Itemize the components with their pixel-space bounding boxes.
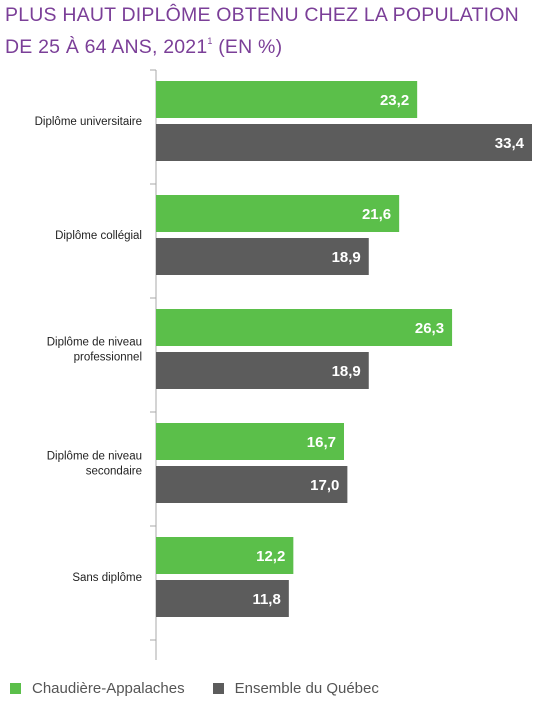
- category-label: Diplôme collégial: [55, 230, 142, 242]
- category-label: Diplôme de niveau: [47, 337, 142, 349]
- chart-title: PLUS HAUT DIPLÔME OBTENU CHEZ LA POPULAT…: [5, 2, 525, 60]
- bar-quebec: [156, 580, 289, 617]
- legend-label-quebec: Ensemble du Québec: [234, 680, 379, 697]
- category-label: secondaire: [86, 466, 142, 478]
- bar-quebec: [156, 466, 348, 503]
- bar-quebec: [156, 238, 369, 275]
- category-label: Diplôme de niveau: [47, 451, 142, 463]
- bar-value-label: 23,2: [380, 92, 409, 109]
- bar-quebec: [156, 124, 532, 161]
- bar-value-label: 26,3: [415, 320, 444, 337]
- bar-value-label: 33,4: [495, 135, 525, 152]
- bar-value-label: 11,8: [252, 591, 280, 608]
- category-label: Sans diplôme: [72, 572, 142, 584]
- legend-swatch-quebec: [212, 683, 224, 694]
- bar-quebec: [156, 352, 369, 389]
- bar-chart: 23,2 33,4 Diplôme universitaire 21,6 18,9 Dip…: [35, 69, 532, 660]
- legend-item-quebec: Ensemble du Québec: [212, 680, 379, 697]
- bar-value-label: 21,6: [362, 206, 391, 223]
- legend-item-chaudiere: Chaudière-Appalaches: [10, 680, 185, 697]
- legend-label-chaudiere: Chaudière-Appalaches: [32, 680, 185, 697]
- category-label: Diplôme universitaire: [35, 116, 142, 128]
- bar-value-label: 12,2: [256, 548, 285, 565]
- chart-title-main: PLUS HAUT DIPLÔME OBTENU CHEZ LA POPULAT…: [5, 4, 519, 58]
- bar-chaudiere: [156, 309, 453, 346]
- bar-value-label: 16,7: [307, 434, 336, 451]
- legend-swatch-chaudiere: [10, 683, 21, 694]
- bar-value-label: 18,9: [332, 363, 361, 380]
- bar-value-label: 18,9: [332, 249, 361, 266]
- chart-title-unit: (EN %): [218, 36, 283, 58]
- bar-chaudiere: [156, 195, 400, 232]
- legend: Chaudière-Appalaches Ensemble du Québec: [10, 680, 407, 697]
- bar-chaudiere: [156, 81, 418, 118]
- bar-value-label: 17,0: [310, 477, 339, 494]
- footnote-marker: 1: [207, 36, 213, 46]
- bar-chaudiere: [156, 537, 294, 574]
- bar-chaudiere: [156, 423, 344, 460]
- category-label: professionnel: [74, 352, 142, 364]
